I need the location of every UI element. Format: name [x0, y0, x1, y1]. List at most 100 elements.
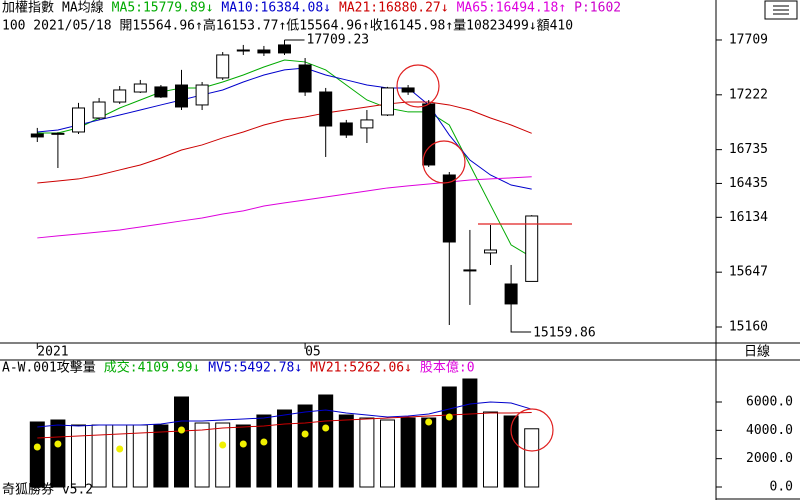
- candle-body: [175, 84, 188, 108]
- volume-bar: [132, 424, 148, 488]
- y-tick-label: 16435: [729, 176, 768, 191]
- highlight-circle: [422, 140, 466, 184]
- volume-bar: [277, 409, 292, 488]
- volume-bar: [318, 394, 334, 488]
- volume-bar: [441, 386, 457, 488]
- candle-body: [113, 89, 127, 103]
- marker-dot: [425, 418, 433, 426]
- header-text: P:1602: [574, 1, 621, 16]
- candle-body: [72, 107, 85, 133]
- candle-body: [504, 283, 518, 305]
- candle-body: [463, 269, 477, 272]
- marker-dot: [260, 438, 268, 446]
- candle-body: [319, 91, 333, 127]
- candle-body: [154, 86, 168, 98]
- y-tick-label: 4000.0: [746, 423, 793, 438]
- volume-bar: [503, 415, 519, 488]
- marker-dot: [239, 440, 247, 448]
- annotation-leader: [510, 327, 532, 333]
- volume-bar: [338, 414, 354, 488]
- candle-body: [525, 215, 539, 282]
- candle-body: [195, 84, 209, 106]
- volume-bar: [235, 424, 251, 488]
- y-tick-label: 15647: [729, 265, 768, 280]
- volume-header: A-W.001攻擊量 成交:4109.99↓ MV5:5492.78↓ MV21:52…: [2, 360, 475, 376]
- candle-body: [216, 54, 230, 79]
- min-annotation: 15159.86: [533, 326, 596, 341]
- volume-bar: [153, 424, 169, 488]
- volume-bar: [297, 404, 313, 488]
- y-tick-label: 6000.0: [746, 395, 793, 410]
- ma-line: [37, 59, 532, 258]
- candle-body: [92, 101, 106, 119]
- marker-dot: [33, 443, 41, 451]
- mv-line: [37, 401, 532, 428]
- y-tick-label: 16735: [729, 142, 768, 157]
- candle-body: [442, 174, 456, 243]
- volume-bar: [194, 422, 210, 488]
- volume-bar: [256, 414, 272, 488]
- volume-bar: [71, 424, 86, 488]
- volume-bar: [174, 396, 189, 488]
- header-text: 股本億:0: [420, 360, 475, 376]
- candle-body: [236, 49, 250, 52]
- y-tick-label: 17222: [729, 87, 768, 102]
- header-text: MA10:16384.08↓: [221, 1, 331, 16]
- header-text: A-W.001攻擊量: [2, 360, 96, 376]
- y-tick-label: 16134: [729, 210, 768, 225]
- volume-bar: [29, 421, 45, 488]
- header-text: 成交:4109.99↓: [104, 360, 200, 376]
- marker-dot: [116, 445, 124, 453]
- y-tick-label: 2000.0: [746, 451, 793, 466]
- max-annotation: 17709.23: [307, 32, 370, 47]
- header-text: MV21:5262.06↓: [310, 361, 412, 376]
- marker-dot: [219, 441, 227, 449]
- volume-bar: [400, 417, 416, 488]
- candle-body: [257, 49, 271, 54]
- y-tick-label: 0.0: [770, 479, 793, 494]
- candle-body: [484, 249, 497, 254]
- info-line: 100 2021/05/18 開15564.96↑高16153.77↑低1556…: [2, 18, 573, 34]
- candle-body: [133, 83, 147, 93]
- volume-bar: [483, 411, 498, 488]
- app-label: 奇狐勝券 v5.2: [2, 482, 93, 498]
- volume-bar: [215, 422, 231, 488]
- marker-dot: [301, 430, 309, 438]
- ma-line: [37, 101, 532, 184]
- ma-line: [37, 67, 532, 190]
- y-tick-label: 15160: [729, 320, 768, 335]
- overlay: [396, 64, 572, 452]
- header-text: 加權指數: [2, 1, 54, 16]
- volume-bar: [524, 428, 540, 488]
- marker-dot: [322, 424, 330, 432]
- volume-bar: [380, 419, 395, 488]
- candle-body: [339, 122, 353, 136]
- marker-dot: [54, 440, 62, 448]
- candle-body: [30, 133, 44, 138]
- volume-bar: [50, 419, 66, 488]
- highlight-circle: [510, 408, 554, 452]
- volume-bar: [359, 417, 375, 488]
- plot-area: 加權指數 MA均線 MA5:15779.89↓ MA10:16384.08↓ MA21:…: [2, 0, 621, 488]
- x-tick-label: 2021: [37, 345, 68, 360]
- marker-dot: [445, 413, 453, 421]
- candle-body: [51, 132, 65, 135]
- header-text: MA均線: [62, 0, 104, 16]
- candle-body: [298, 64, 312, 93]
- header-text: MA65:16494.18↑: [457, 1, 567, 16]
- candle-body: [401, 87, 415, 93]
- volume-bar: [421, 417, 437, 488]
- marker-dot: [178, 426, 185, 434]
- volume-bar: [462, 378, 478, 488]
- header-text: MA5:15779.89↓: [112, 1, 214, 16]
- x-tick-label: 05: [305, 345, 321, 360]
- candle-body: [381, 87, 394, 116]
- candle-body: [360, 119, 374, 129]
- period-label: 日線: [744, 344, 770, 360]
- header-text: MV5:5492.78↓: [208, 361, 302, 376]
- highlight-circle: [396, 64, 440, 108]
- header-text: MA21:16880.27↓: [339, 1, 449, 16]
- y-tick-label: 17709: [729, 32, 768, 47]
